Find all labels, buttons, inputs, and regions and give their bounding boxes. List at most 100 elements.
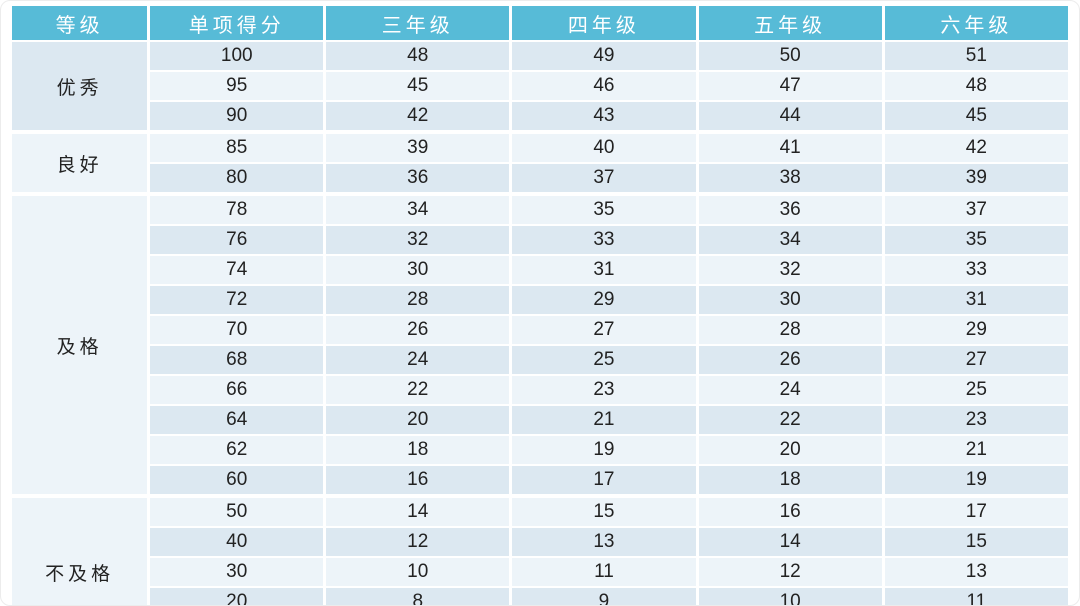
score-cell: 68	[150, 346, 324, 374]
grade-value-cell: 30	[698, 286, 882, 314]
grade-value-cell: 48	[884, 72, 1068, 100]
grade-value-cell: 28	[326, 286, 510, 314]
column-header: 五年级	[698, 6, 882, 40]
table-row: 72 28 29 30 31	[12, 286, 1068, 314]
table-row: 70 26 27 28 29	[12, 316, 1068, 344]
score-cell: 85	[150, 132, 324, 162]
grade-value-cell: 39	[326, 132, 510, 162]
grade-value-cell: 44	[698, 102, 882, 130]
grade-value-cell: 35	[512, 194, 696, 224]
grade-value-cell: 35	[884, 226, 1068, 254]
grade-label-cell: 及格	[12, 194, 148, 494]
grade-value-cell: 9	[512, 588, 696, 605]
grade-value-cell: 20	[698, 436, 882, 464]
column-header: 等级	[12, 6, 148, 40]
grade-value-cell: 26	[326, 316, 510, 344]
grade-value-cell: 19	[512, 436, 696, 464]
grade-value-cell: 12	[698, 558, 882, 586]
table-row: 74 30 31 32 33	[12, 256, 1068, 284]
grade-value-cell: 11	[884, 588, 1068, 605]
score-cell: 70	[150, 316, 324, 344]
grade-value-cell: 27	[512, 316, 696, 344]
table-row: 76 32 33 34 35	[12, 226, 1068, 254]
grade-value-cell: 25	[512, 346, 696, 374]
score-cell: 62	[150, 436, 324, 464]
grade-value-cell: 18	[698, 466, 882, 494]
grade-value-cell: 39	[884, 164, 1068, 192]
grade-value-cell: 10	[698, 588, 882, 605]
grade-value-cell: 24	[698, 376, 882, 404]
grade-value-cell: 22	[326, 376, 510, 404]
grade-value-cell: 31	[884, 286, 1068, 314]
grade-label-cell: 优秀	[12, 42, 148, 130]
grade-value-cell: 15	[884, 528, 1068, 556]
grade-value-cell: 18	[326, 436, 510, 464]
grade-value-cell: 42	[326, 102, 510, 130]
score-cell: 100	[150, 42, 324, 70]
grade-value-cell: 16	[698, 496, 882, 526]
score-cell: 20	[150, 588, 324, 605]
grade-value-cell: 37	[512, 164, 696, 192]
table-body: 优秀 100 48 49 50 51 95 45 46 47 48 90 42 43 44 45 良好 85 39 4…	[12, 42, 1068, 605]
table-row: 66 22 23 24 25	[12, 376, 1068, 404]
table-row: 80 36 37 38 39	[12, 164, 1068, 192]
column-header: 四年级	[512, 6, 696, 40]
grade-value-cell: 29	[512, 286, 696, 314]
grade-value-cell: 32	[326, 226, 510, 254]
table-row: 95 45 46 47 48	[12, 72, 1068, 100]
table-row: 及格 78 34 35 36 37	[12, 194, 1068, 494]
score-cell: 64	[150, 406, 324, 434]
grade-value-cell: 27	[884, 346, 1068, 374]
grade-value-cell: 11	[512, 558, 696, 586]
grade-value-cell: 17	[512, 466, 696, 494]
grade-value-cell: 12	[326, 528, 510, 556]
grade-value-cell: 26	[698, 346, 882, 374]
score-cell: 95	[150, 72, 324, 100]
table-row: 62 18 19 20 21	[12, 436, 1068, 464]
table-row: 60 16 17 18 19	[12, 466, 1068, 494]
table-row: 不及格 50 14 15 16 17	[12, 496, 1068, 605]
grade-value-cell: 36	[698, 194, 882, 224]
column-header: 六年级	[884, 6, 1068, 40]
grade-value-cell: 21	[884, 436, 1068, 464]
score-cell: 30	[150, 558, 324, 586]
grade-value-cell: 16	[326, 466, 510, 494]
score-cell: 90	[150, 102, 324, 130]
grade-value-cell: 21	[512, 406, 696, 434]
table-header: 等级 单项得分 三年级 四年级 五年级 六年级	[12, 6, 1068, 40]
score-cell: 66	[150, 376, 324, 404]
table-row: 90 42 43 44 45	[12, 102, 1068, 130]
table-row: 20 8 9 10 11	[12, 588, 1068, 605]
table-row: 68 24 25 26 27	[12, 346, 1068, 374]
grade-value-cell: 13	[884, 558, 1068, 586]
table-row: 良好 85 39 40 41 42	[12, 132, 1068, 192]
grade-value-cell: 45	[884, 102, 1068, 130]
column-header: 单项得分	[150, 6, 324, 40]
grade-value-cell: 43	[512, 102, 696, 130]
grade-value-cell: 14	[698, 528, 882, 556]
grade-score-table: 等级 单项得分 三年级 四年级 五年级 六年级 优秀 100 48 49 50 51 95 45 46 47…	[9, 4, 1071, 605]
score-cell: 76	[150, 226, 324, 254]
grade-value-cell: 34	[698, 226, 882, 254]
grade-value-cell: 32	[698, 256, 882, 284]
header-row: 等级 单项得分 三年级 四年级 五年级 六年级	[12, 6, 1068, 40]
table-row: 64 20 21 22 23	[12, 406, 1068, 434]
grade-value-cell: 51	[884, 42, 1068, 70]
grade-value-cell: 41	[698, 132, 882, 162]
score-cell: 40	[150, 528, 324, 556]
grade-value-cell: 42	[884, 132, 1068, 162]
table-row: 优秀 100 48 49 50 51	[12, 42, 1068, 130]
grade-value-cell: 17	[884, 496, 1068, 526]
score-cell: 74	[150, 256, 324, 284]
table-row: 40 12 13 14 15	[12, 528, 1068, 556]
grade-value-cell: 22	[698, 406, 882, 434]
grade-value-cell: 13	[512, 528, 696, 556]
grade-value-cell: 23	[884, 406, 1068, 434]
grade-value-cell: 30	[326, 256, 510, 284]
grade-value-cell: 33	[512, 226, 696, 254]
grade-value-cell: 33	[884, 256, 1068, 284]
grade-value-cell: 37	[884, 194, 1068, 224]
grade-value-cell: 10	[326, 558, 510, 586]
column-header: 三年级	[326, 6, 510, 40]
